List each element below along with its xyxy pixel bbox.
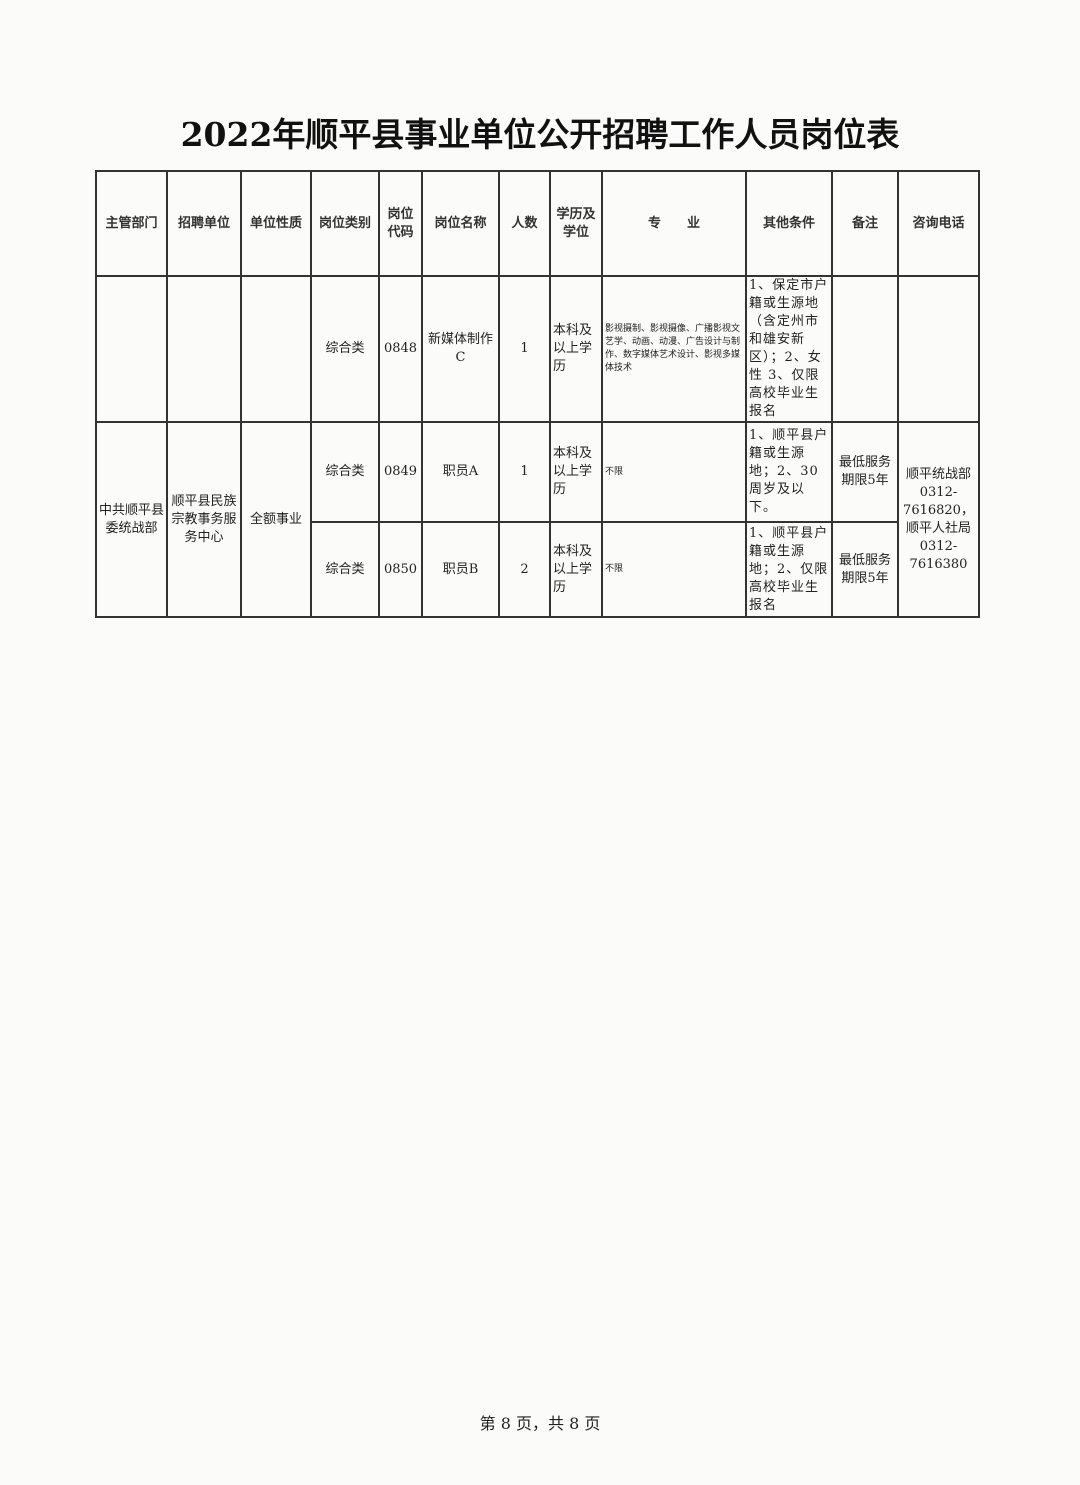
cell-code: 0848 <box>378 275 423 423</box>
cell-major: 不限 <box>601 521 747 618</box>
cell-note: 最低服务期限5年 <box>831 421 899 523</box>
cell-category: 综合类 <box>310 275 380 423</box>
cell-code: 0850 <box>378 521 423 618</box>
cell-empty <box>95 275 168 423</box>
header-row: 主管部门 招聘单位 单位性质 岗位类别 岗位代码 岗位名称 人数 学历及学位 专… <box>95 170 980 277</box>
cell-unit: 顺平县民族宗教事务服务中心 <box>166 421 242 618</box>
cell-education: 本科及以上学历 <box>549 521 603 618</box>
header-cell: 咨询电话 <box>897 170 980 277</box>
cell-department: 中共顺平县委统战部 <box>95 421 168 618</box>
position-table: 主管部门 招聘单位 单位性质 岗位类别 岗位代码 岗位名称 人数 学历及学位 专… <box>95 170 980 618</box>
header-cell: 人数 <box>498 170 551 277</box>
cell-category: 综合类 <box>310 421 380 523</box>
table-row: 综合类 0850 职员B 2 本科及以上学历 不限 1、顺平县户籍或生源地；2、… <box>96 521 979 618</box>
header-cell: 岗位类别 <box>310 170 380 277</box>
cell-empty <box>897 275 980 423</box>
cell-conditions: 1、保定市户籍或生源地（含定州市和雄安新区）；2、女性 3、仅限高校毕业生报名 <box>745 275 833 423</box>
header-cell: 其他条件 <box>745 170 833 277</box>
cell-empty <box>166 275 242 423</box>
cell-name: 职员A <box>421 421 500 523</box>
cell-note <box>831 275 899 423</box>
page-footer: 第 8 页，共 8 页 <box>479 1414 601 1433</box>
cell-education: 本科及以上学历 <box>549 421 603 523</box>
cell-count: 1 <box>498 421 551 523</box>
cell-conditions: 1、顺平县户籍或生源地；2、30周岁及以下。 <box>745 421 833 523</box>
table-row: 中共顺平县委统战部 顺平县民族宗教事务服务中心 全额事业 综合类 0849 职员… <box>95 421 980 618</box>
page-title: 2022年顺平县事业单位公开招聘工作人员岗位表 <box>180 115 900 154</box>
cell-name: 职员B <box>421 521 500 618</box>
header-cell: 岗位代码 <box>378 170 423 277</box>
header-cell: 单位性质 <box>240 170 312 277</box>
header-cell: 专 业 <box>601 170 747 277</box>
cell-empty <box>240 275 312 423</box>
header-cell: 学历及学位 <box>549 170 603 277</box>
header-cell: 备注 <box>831 170 899 277</box>
cell-category: 综合类 <box>310 521 380 618</box>
header-cell: 主管部门 <box>95 170 168 277</box>
cell-conditions: 1、顺平县户籍或生源地；2、仅限高校毕业生报名 <box>745 521 833 618</box>
table-row: 综合类 0848 新媒体制作C 1 本科及以上学历 影视摄制、影视摄像、广播影视… <box>95 275 980 423</box>
cell-phone: 顺平统战部0312-7616820，顺平人社局0312-7616380 <box>897 421 980 618</box>
cell-code: 0849 <box>378 421 423 523</box>
header-cell: 招聘单位 <box>166 170 242 277</box>
cell-note: 最低服务期限5年 <box>831 521 899 618</box>
cell-major: 不限 <box>601 421 747 523</box>
header-cell: 岗位名称 <box>421 170 500 277</box>
cell-major: 影视摄制、影视摄像、广播影视文艺学、动画、动漫、广告设计与制作、数字媒体艺术设计… <box>601 275 747 423</box>
cell-count: 2 <box>498 521 551 618</box>
cell-education: 本科及以上学历 <box>549 275 603 423</box>
cell-nature: 全额事业 <box>240 421 312 618</box>
cell-count: 1 <box>498 275 551 423</box>
cell-name: 新媒体制作C <box>421 275 500 423</box>
